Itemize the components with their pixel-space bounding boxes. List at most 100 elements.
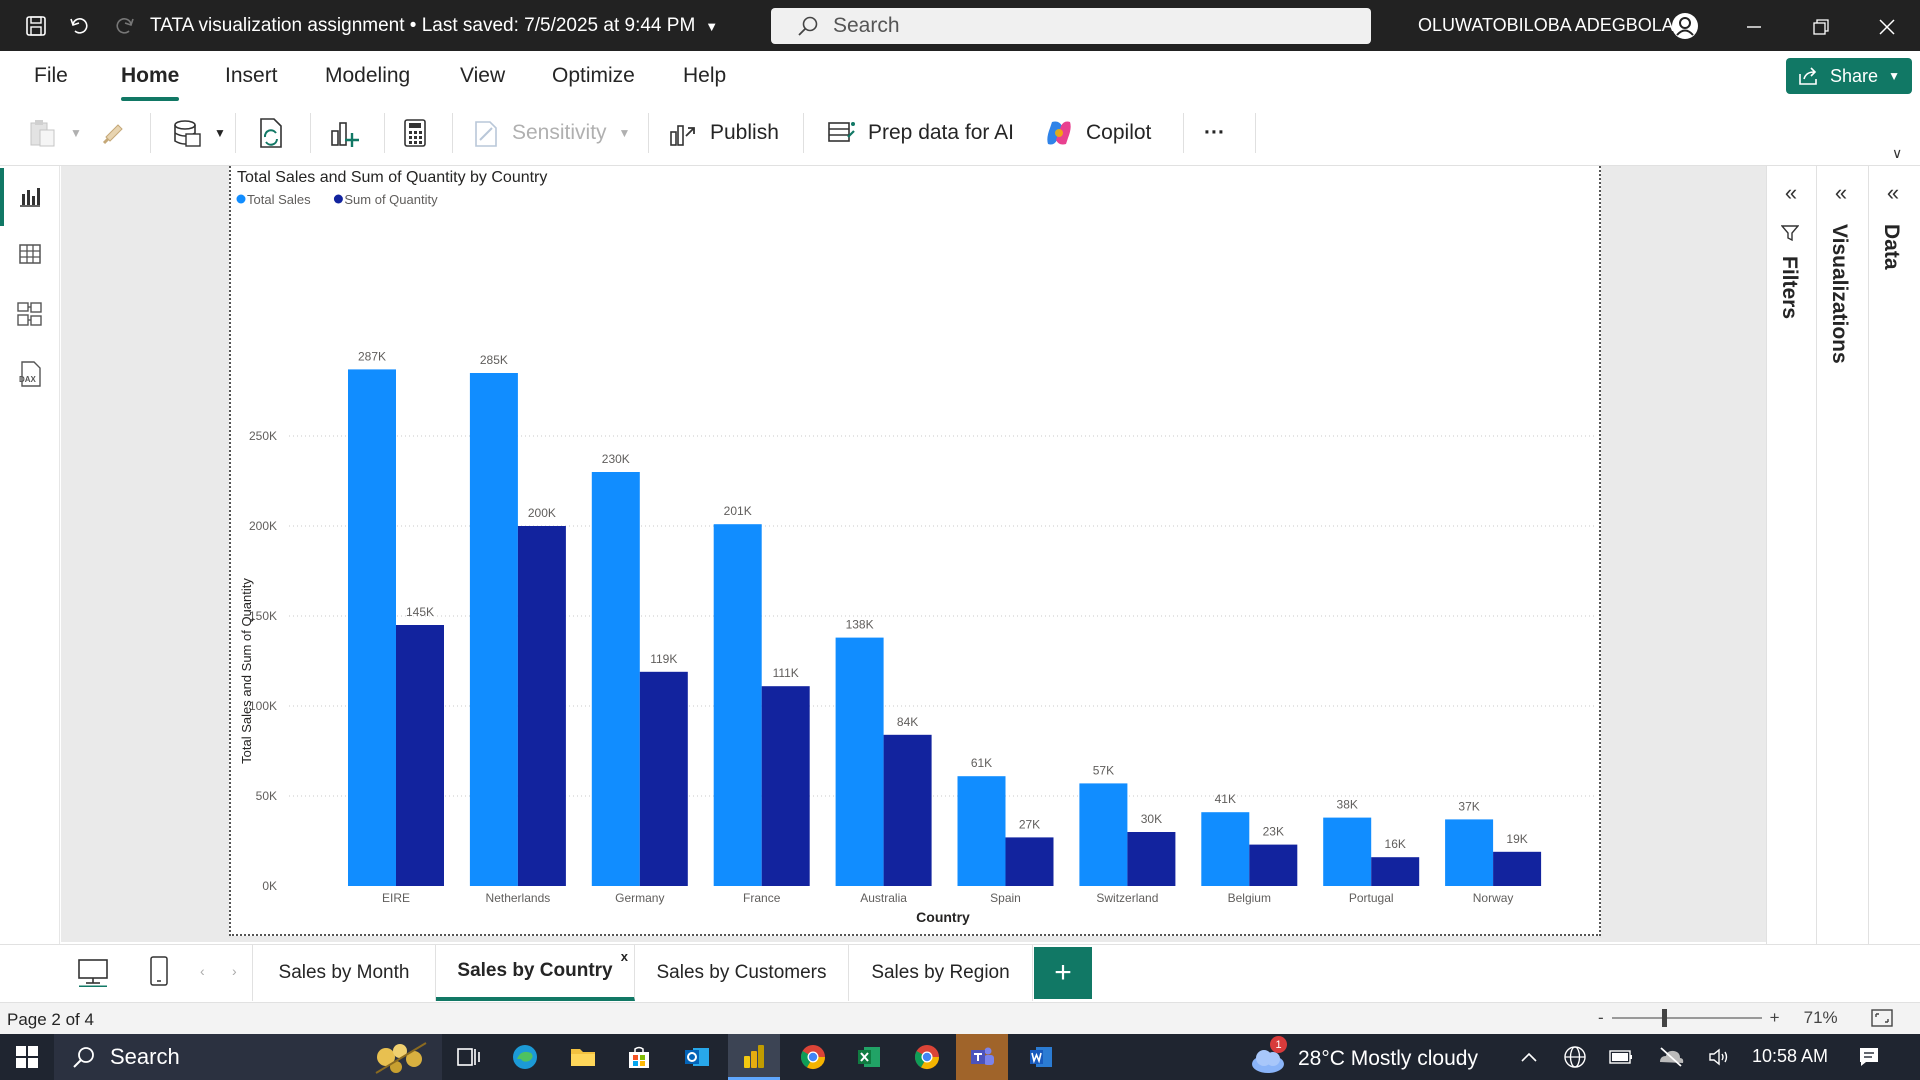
search-input[interactable]: Search — [771, 8, 1371, 44]
visualizations-pane[interactable]: « Visualizations — [1817, 166, 1869, 944]
chrome-icon[interactable] — [796, 1040, 830, 1074]
table-view-icon[interactable] — [10, 234, 50, 274]
filters-pane[interactable]: « Filters — [1767, 166, 1817, 944]
chrome-profile-icon[interactable] — [910, 1040, 944, 1074]
close-icon[interactable] — [1867, 10, 1907, 44]
bar-sum-of-quantity — [639, 671, 688, 886]
weather-text: 28°C Mostly cloudy — [1298, 1047, 1478, 1070]
menu-active-indicator — [121, 97, 179, 101]
taskbar-search[interactable]: Search — [54, 1034, 442, 1080]
desktop-layout-icon[interactable] — [76, 957, 110, 992]
network-offline-icon[interactable] — [1654, 1040, 1688, 1074]
dax-query-view-icon[interactable]: DAX — [10, 354, 50, 394]
undo-icon[interactable] — [64, 10, 96, 42]
battery-icon[interactable] — [1604, 1040, 1638, 1074]
report-view-icon[interactable] — [10, 176, 50, 216]
outlook-icon[interactable] — [680, 1040, 714, 1074]
y-tick-label: 100K — [249, 699, 277, 713]
edge-icon[interactable] — [508, 1040, 542, 1074]
paste-button[interactable]: ▼ — [28, 111, 82, 155]
menu-optimize[interactable]: Optimize — [552, 64, 635, 87]
weather-widget[interactable]: 1 28°C Mostly cloudy — [1248, 1036, 1478, 1074]
system-clock[interactable]: 10:58 AM — [1752, 1046, 1829, 1066]
new-measure-button[interactable] — [402, 111, 428, 155]
zoom-level[interactable]: 71% — [1803, 1008, 1838, 1027]
model-view-icon[interactable] — [10, 294, 50, 334]
sensitivity-button[interactable]: Sensitivity ▼ — [472, 111, 630, 155]
scroll-right-icon[interactable]: › — [232, 963, 237, 979]
publish-button[interactable]: Publish — [668, 111, 779, 155]
save-icon[interactable] — [20, 10, 52, 42]
x-tick-label: Spain — [990, 891, 1021, 905]
bar-sum-of-quantity — [883, 734, 932, 886]
x-tick-label: France — [743, 891, 781, 905]
copilot-button[interactable]: Copilot — [1044, 111, 1151, 155]
calculator-icon — [404, 119, 426, 147]
zoom-out-button[interactable]: - — [1598, 1008, 1604, 1027]
menu-file[interactable]: File — [34, 64, 68, 87]
bar-sum-of-quantity — [396, 625, 444, 886]
account-icon[interactable] — [1669, 10, 1701, 42]
volume-icon[interactable] — [1702, 1040, 1736, 1074]
bar-sum-of-quantity — [761, 686, 810, 886]
format-painter-button[interactable] — [100, 111, 128, 155]
chevron-down-icon[interactable]: ▼ — [705, 19, 719, 34]
bar-total-sales — [348, 369, 396, 886]
status-bar: Page 2 of 4 - + 71% — [0, 1002, 1920, 1034]
expand-filters-icon[interactable]: « — [1784, 180, 1798, 205]
prep-data-button[interactable]: Prep data for AI — [826, 111, 1014, 155]
language-icon[interactable] — [1558, 1040, 1592, 1074]
refresh-button[interactable] — [256, 111, 286, 155]
restore-icon[interactable] — [1801, 10, 1841, 44]
word-icon[interactable] — [1024, 1040, 1058, 1074]
bar-sum-of-quantity — [517, 526, 566, 886]
zoom-slider-thumb[interactable] — [1661, 1009, 1667, 1027]
microsoft-store-icon[interactable] — [622, 1040, 656, 1074]
file-explorer-icon[interactable] — [566, 1040, 600, 1074]
new-visual-button[interactable] — [328, 111, 360, 155]
zoom-slider[interactable] — [1611, 1009, 1762, 1027]
more-options-button[interactable]: ··· — [1204, 121, 1225, 144]
share-button[interactable]: Share ▼ — [1786, 58, 1912, 94]
tab-sales-by-customers[interactable]: Sales by Customers — [635, 945, 849, 1001]
view-switcher: DAX — [0, 166, 60, 995]
ribbon-collapse-icon[interactable]: ∨ — [1892, 145, 1903, 161]
excel-icon[interactable] — [852, 1040, 886, 1074]
chevron-up-icon[interactable] — [1512, 1040, 1546, 1074]
redo-icon[interactable] — [108, 10, 140, 42]
clustered-column-chart[interactable]: Total Sales and Sum of Quantity by Count… — [229, 166, 1601, 936]
data-label: 119K — [650, 652, 677, 666]
bar-total-sales — [1079, 783, 1128, 886]
fit-to-page-icon[interactable] — [1870, 1008, 1894, 1028]
windows-start-icon[interactable] — [10, 1040, 44, 1074]
tab-sales-by-country[interactable]: Sales by Country x — [436, 945, 635, 1001]
menu-insert[interactable]: Insert — [225, 64, 278, 87]
menu-view[interactable]: View — [460, 64, 506, 87]
x-tick-label: Switzerland — [1096, 891, 1158, 905]
scroll-left-icon[interactable]: ‹ — [200, 963, 205, 979]
database-icon — [174, 120, 201, 147]
notifications-icon[interactable] — [1852, 1040, 1886, 1074]
add-page-button[interactable]: + — [1034, 947, 1092, 999]
x-axis: EIRE Netherlands Germany France Australia Spa… — [382, 891, 1513, 905]
zoom-in-button[interactable]: + — [1769, 1008, 1780, 1027]
minimize-icon[interactable] — [1734, 10, 1774, 44]
menu-help[interactable]: Help — [683, 64, 727, 87]
tab-sales-by-month[interactable]: Sales by Month — [253, 945, 436, 1001]
data-label: 138K — [846, 618, 874, 632]
data-pane[interactable]: « Data — [1869, 166, 1920, 944]
close-tab-icon[interactable]: x — [620, 949, 628, 964]
expand-visualizations-icon[interactable]: « — [1834, 180, 1848, 205]
expand-data-icon[interactable]: « — [1886, 180, 1900, 205]
menu-modeling[interactable]: Modeling — [325, 64, 411, 87]
tab-sales-by-region[interactable]: Sales by Region — [849, 945, 1033, 1001]
power-bi-icon[interactable] — [728, 1034, 780, 1080]
y-axis: 0K 50K 100K 150K 200K 250K — [249, 429, 277, 893]
mobile-layout-icon[interactable] — [148, 955, 170, 992]
menu-home[interactable]: Home — [121, 64, 180, 87]
teams-icon[interactable] — [956, 1034, 1008, 1080]
get-data-button[interactable]: ▼ — [172, 111, 226, 155]
data-label: 38K — [1337, 798, 1358, 812]
document-title[interactable]: TATA visualization assignment • Last sav… — [150, 15, 718, 37]
task-view-icon[interactable] — [451, 1040, 485, 1074]
